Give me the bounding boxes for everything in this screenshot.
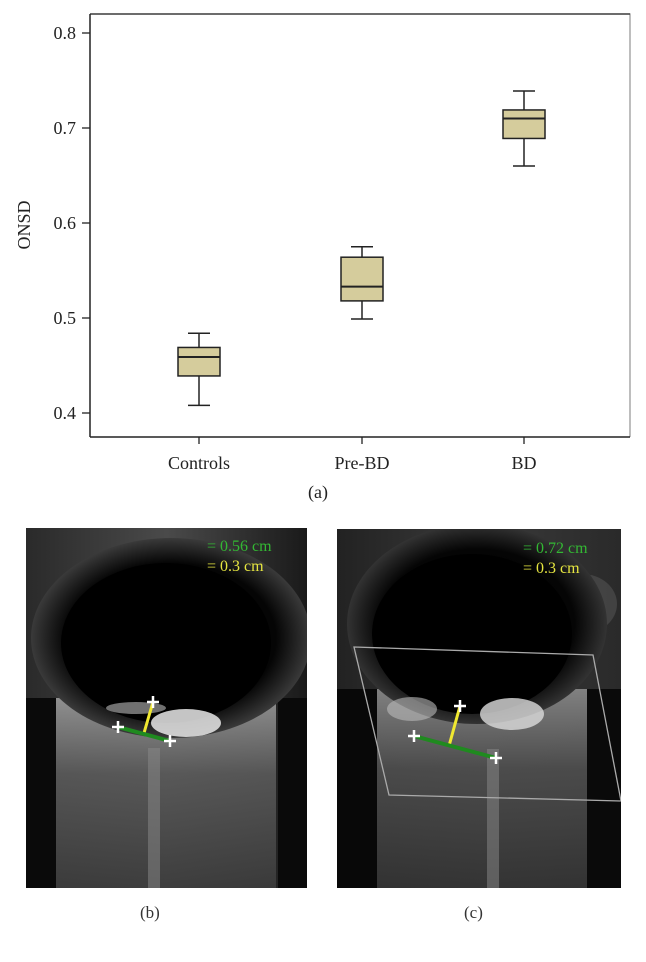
panel-label-c: (c) <box>464 903 483 922</box>
panel-label-b: (b) <box>140 903 160 922</box>
y-tick-label: 0.5 <box>54 308 77 328</box>
ultrasound-image-b: = 0.56 cm = 0.3 cm <box>26 528 307 888</box>
y-tick-label: 0.4 <box>54 403 77 423</box>
plot-frame <box>90 13 631 437</box>
measurement-labels-c: = 0.72 cm = 0.3 cm <box>523 539 588 579</box>
x-tick-label: Pre-BD <box>335 453 390 473</box>
caliper-marks <box>408 700 502 764</box>
box-bd <box>502 109 546 140</box>
yellow-measure-c: = 0.3 cm <box>523 560 580 577</box>
ultrasound-image-c: = 0.72 cm = 0.3 cm <box>337 529 621 888</box>
yellow-measure-b: = 0.3 cm <box>207 558 264 575</box>
measurement-labels-b: = 0.56 cm = 0.3 cm <box>207 537 272 577</box>
onsd-box-plot: 0.4 0.5 0.6 0.7 0.8 ONSD Controls Pre-BD BD (a) <box>14 13 631 503</box>
green-measure-b: = 0.56 cm <box>207 538 272 555</box>
green-measure-c: = 0.72 cm <box>523 540 588 557</box>
box-pre-bd <box>340 256 384 302</box>
caliper-marks <box>112 696 176 747</box>
box-controls <box>177 346 221 377</box>
x-tick-label: Controls <box>168 453 230 473</box>
panel-label-a: (a) <box>308 482 328 503</box>
y-tick-label: 0.6 <box>54 213 77 233</box>
x-tick-label: BD <box>511 453 536 473</box>
y-axis-label: ONSD <box>14 200 34 249</box>
y-tick-label: 0.7 <box>54 118 77 138</box>
y-tick-label: 0.8 <box>54 23 77 43</box>
